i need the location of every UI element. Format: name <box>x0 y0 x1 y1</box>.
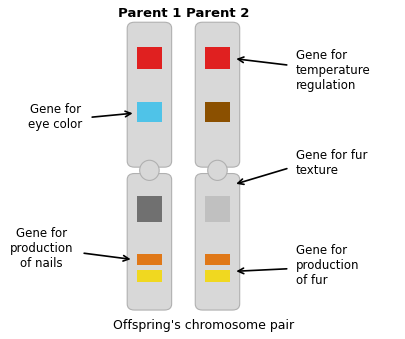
FancyBboxPatch shape <box>195 174 240 310</box>
Text: Parent 2: Parent 2 <box>186 7 249 20</box>
Ellipse shape <box>140 160 159 180</box>
Text: Gene for fur
texture: Gene for fur texture <box>296 149 367 177</box>
Bar <box>205 271 230 282</box>
Text: Gene for
temperature
regulation: Gene for temperature regulation <box>296 49 370 92</box>
Text: Gene for
production
of nails: Gene for production of nails <box>10 227 73 270</box>
Bar <box>137 196 162 222</box>
Bar <box>205 102 230 122</box>
FancyBboxPatch shape <box>127 22 172 167</box>
Bar <box>137 254 162 265</box>
FancyBboxPatch shape <box>195 22 240 167</box>
Ellipse shape <box>208 160 227 180</box>
Text: Gene for
eye color: Gene for eye color <box>28 103 83 132</box>
Text: Offspring's chromosome pair: Offspring's chromosome pair <box>113 319 294 332</box>
Bar <box>137 47 162 68</box>
FancyBboxPatch shape <box>127 174 172 310</box>
Bar <box>205 47 230 68</box>
Text: Gene for
production
of fur: Gene for production of fur <box>296 244 359 287</box>
Bar <box>205 196 230 222</box>
Text: Parent 1: Parent 1 <box>118 7 181 20</box>
Bar <box>137 102 162 122</box>
Bar <box>205 254 230 265</box>
Bar <box>137 271 162 282</box>
